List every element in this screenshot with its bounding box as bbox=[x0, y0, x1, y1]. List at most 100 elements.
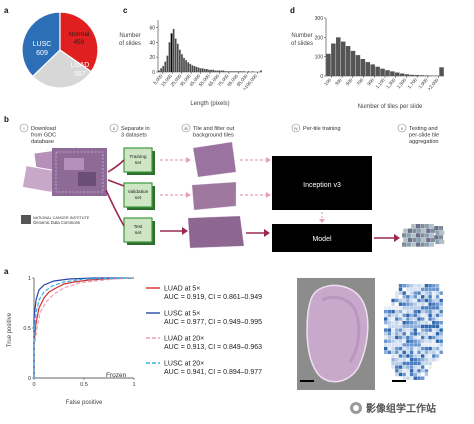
heatmap-tile bbox=[395, 298, 399, 303]
heatmap-tile bbox=[435, 309, 440, 314]
heatmap-tile bbox=[439, 339, 443, 343]
bar bbox=[199, 68, 202, 72]
output-tile bbox=[438, 226, 444, 231]
bar bbox=[241, 71, 244, 72]
set-to-tile-arrows bbox=[160, 157, 191, 235]
heatmap-tile bbox=[417, 350, 421, 354]
heatmap-tile bbox=[435, 346, 440, 351]
panel-label-c: c bbox=[123, 6, 128, 15]
arrow-to-test bbox=[105, 189, 125, 227]
heatmap-tile bbox=[413, 287, 417, 292]
step-number-badge bbox=[19, 123, 29, 133]
tile-probability-heatmap bbox=[384, 284, 443, 380]
heatmap-tile bbox=[432, 346, 436, 351]
output-tile bbox=[417, 237, 422, 243]
output-tile bbox=[402, 233, 407, 238]
heatmap-tile bbox=[402, 324, 406, 329]
tiled-slide-test-grid bbox=[187, 215, 245, 249]
pie-value-normal: 459 bbox=[74, 39, 85, 46]
heatmap-tile bbox=[384, 321, 388, 325]
heatmap-tile bbox=[417, 317, 421, 321]
heatmap-tile bbox=[402, 365, 406, 369]
heatmap-tile bbox=[406, 313, 410, 317]
arrow-validation-to-tiles bbox=[160, 192, 191, 198]
heatmap-tile bbox=[413, 291, 417, 295]
bar bbox=[395, 72, 400, 76]
heatmap-tile bbox=[406, 324, 410, 329]
heatmap-tile bbox=[406, 332, 410, 336]
heatmap-tile bbox=[439, 302, 443, 306]
step-label-line: from GDC bbox=[31, 133, 56, 139]
bar bbox=[260, 70, 262, 72]
heatmap-tile bbox=[424, 358, 429, 362]
heatmap-tile bbox=[395, 339, 399, 343]
heatmap-tile bbox=[384, 346, 388, 351]
output-tile bbox=[426, 237, 431, 243]
pie-slice-normal bbox=[31, 49, 93, 89]
heatmap-tile bbox=[424, 321, 429, 325]
bar bbox=[158, 70, 160, 72]
output-tile bbox=[415, 224, 421, 229]
heatmap-tile bbox=[409, 346, 414, 351]
bar bbox=[350, 50, 356, 76]
heatmap-tile bbox=[402, 358, 406, 362]
he-scale-bar bbox=[300, 380, 314, 382]
step-label-line: database bbox=[31, 139, 54, 145]
roc-xlabel: False positive bbox=[66, 400, 103, 406]
heatmap-tile bbox=[402, 361, 406, 366]
arrow-validation-to-tiles-head bbox=[186, 192, 191, 198]
output-tile bbox=[403, 237, 408, 243]
heatmap-tile bbox=[417, 309, 421, 314]
heatmap-tile bbox=[424, 339, 429, 343]
heatmap-tile bbox=[439, 335, 443, 340]
model-box-label: Model bbox=[312, 236, 332, 243]
heatmap-tile bbox=[421, 335, 425, 340]
heatmap-tile bbox=[424, 369, 429, 373]
heatmap-tile bbox=[413, 335, 417, 340]
roc-curve-lusc-at-5- bbox=[33, 277, 134, 378]
heatmap-tile bbox=[432, 358, 436, 362]
heatmap-tile bbox=[413, 350, 417, 354]
heatmap-tile bbox=[395, 324, 399, 329]
chart-c-xlabel: Length (pixels) bbox=[190, 101, 229, 107]
chart-d-ylabel-line2: of slides bbox=[291, 41, 313, 47]
heatmap-tile bbox=[428, 309, 432, 314]
heatmap-tile bbox=[398, 313, 403, 317]
heatmap-tile bbox=[406, 328, 410, 332]
roc-x-tick-label: 0 bbox=[32, 382, 35, 388]
heatmap-tile bbox=[428, 298, 432, 303]
y-tick-label: 300 bbox=[315, 16, 324, 22]
heatmap-tile bbox=[417, 295, 421, 299]
heatmap-tile bbox=[435, 343, 440, 347]
heatmap-tile bbox=[384, 328, 388, 332]
heatmap-tile bbox=[395, 358, 399, 362]
heatmap-tile bbox=[406, 335, 410, 340]
bar bbox=[380, 68, 385, 76]
he-frozen-slide bbox=[297, 278, 375, 390]
bar bbox=[218, 70, 221, 72]
heatmap-tile bbox=[391, 317, 395, 321]
x-tick-label: 500 bbox=[345, 77, 354, 86]
heatmap-tile bbox=[406, 295, 410, 299]
arrow-training-to-tiles-head bbox=[186, 157, 191, 163]
heatmap-tile bbox=[391, 335, 395, 340]
bar bbox=[326, 53, 331, 76]
heatmap-tile bbox=[439, 343, 443, 347]
arrow-tiles-to-model-head bbox=[264, 229, 270, 237]
pie-value-lusc: 609 bbox=[36, 50, 48, 57]
heatmap-tile bbox=[421, 328, 425, 332]
heatmap-tile bbox=[402, 291, 406, 295]
heatmap-tile bbox=[417, 339, 421, 343]
roc-annotation-frozen: Frozen bbox=[106, 372, 127, 379]
bar bbox=[355, 55, 361, 76]
bar bbox=[360, 58, 366, 76]
heatmap-tile bbox=[432, 343, 436, 347]
inception-box-bg bbox=[272, 156, 372, 210]
heatmap-tile bbox=[421, 291, 425, 295]
heatmap-tile bbox=[432, 324, 436, 329]
bar bbox=[183, 57, 185, 72]
heatmap-tile bbox=[428, 365, 432, 369]
output-tile bbox=[411, 233, 416, 238]
heatmap-tile bbox=[413, 372, 417, 377]
heatmap-tile bbox=[384, 306, 388, 310]
